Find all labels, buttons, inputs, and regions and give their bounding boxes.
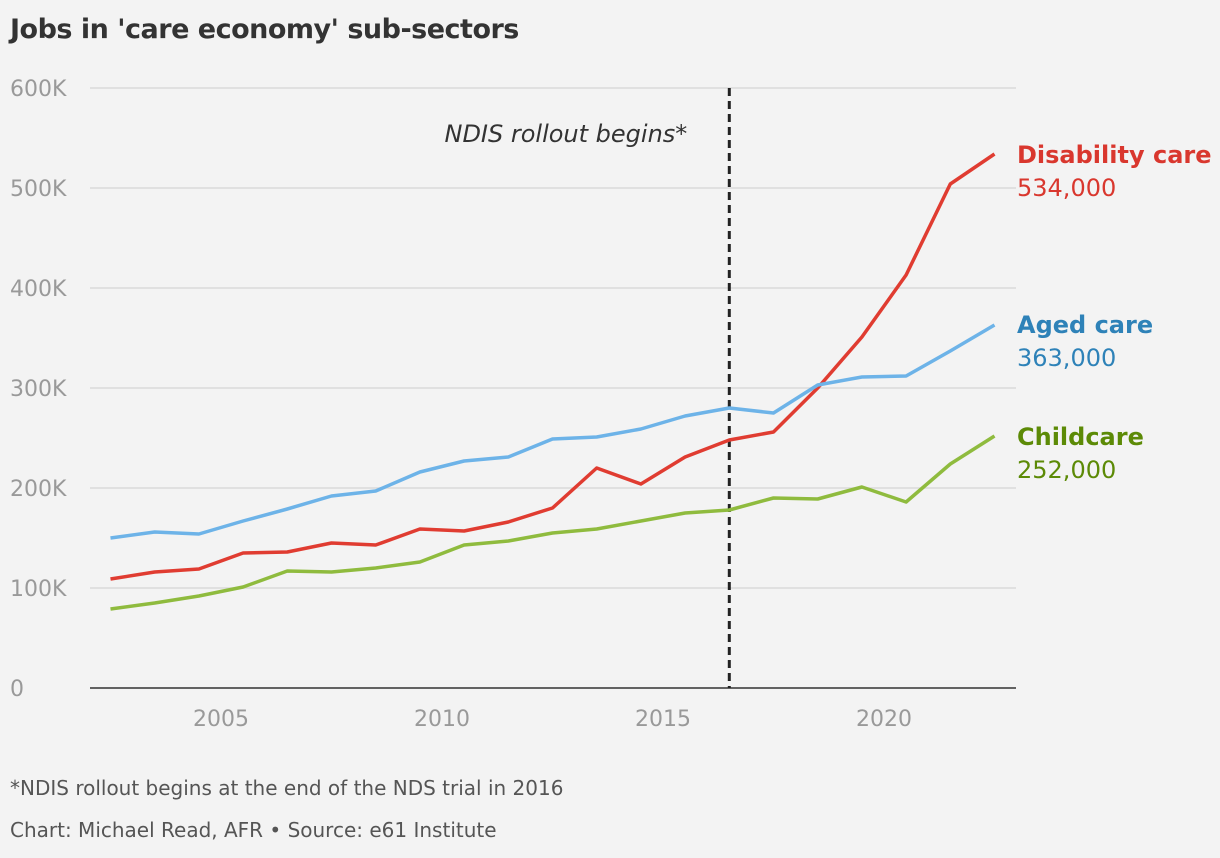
- y-tick-label: 300K: [10, 377, 67, 402]
- chart-title: Jobs in 'care economy' sub-sectors: [10, 14, 519, 45]
- footnote: *NDIS rollout begins at the end of the N…: [10, 776, 564, 800]
- annotation-text: NDIS rollout begins*: [444, 120, 687, 148]
- x-tick-label: 2020: [856, 707, 912, 732]
- y-tick-label: 0: [10, 677, 24, 702]
- x-tick-label: 2015: [635, 707, 691, 732]
- x-tick-label: 2010: [414, 707, 470, 732]
- y-tick-label: 200K: [10, 477, 67, 502]
- x-tick-label: 2005: [193, 707, 249, 732]
- y-tick-label: 400K: [10, 277, 67, 302]
- series-end-value: 252,000: [1017, 456, 1116, 484]
- series-label: Disability care: [1017, 141, 1212, 169]
- series-label: Childcare: [1017, 423, 1144, 451]
- y-tick-label: 100K: [10, 577, 67, 602]
- series-end-value: 363,000: [1017, 344, 1116, 372]
- series-end-value: 534,000: [1017, 174, 1116, 202]
- credit: Chart: Michael Read, AFR • Source: e61 I…: [10, 818, 497, 842]
- series-label: Aged care: [1017, 311, 1153, 339]
- y-tick-label: 500K: [10, 177, 67, 202]
- y-tick-label: 600K: [10, 77, 67, 102]
- series-line-disability-care: [110, 152, 996, 581]
